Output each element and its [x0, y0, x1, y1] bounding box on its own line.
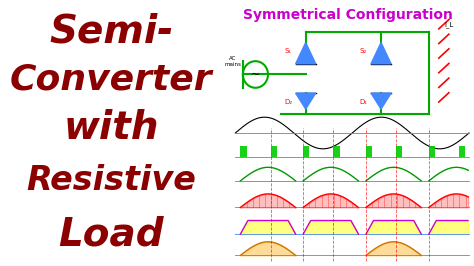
Text: Load: Load	[59, 215, 164, 253]
Bar	[396, 146, 402, 157]
Text: D₁: D₁	[359, 99, 367, 105]
Text: ~: ~	[251, 69, 260, 80]
Bar	[429, 146, 435, 157]
Bar	[240, 146, 246, 157]
Text: with: with	[64, 109, 159, 147]
Bar	[459, 146, 465, 157]
Bar	[366, 146, 372, 157]
Polygon shape	[371, 93, 391, 109]
Bar	[303, 146, 310, 157]
Polygon shape	[296, 43, 316, 64]
Polygon shape	[371, 43, 391, 64]
Polygon shape	[296, 93, 316, 109]
Bar	[271, 146, 277, 157]
Text: AC
mains: AC mains	[224, 56, 241, 66]
Text: Semi-: Semi-	[49, 13, 173, 51]
Text: S₂: S₂	[360, 48, 367, 54]
Bar	[333, 146, 339, 157]
Text: D₂: D₂	[284, 99, 292, 105]
Text: Converter: Converter	[10, 63, 213, 97]
Text: I_L: I_L	[444, 22, 454, 28]
Text: S₁: S₁	[284, 48, 292, 54]
Text: Resistive: Resistive	[27, 164, 196, 197]
Text: Symmetrical Configuration: Symmetrical Configuration	[244, 8, 453, 22]
